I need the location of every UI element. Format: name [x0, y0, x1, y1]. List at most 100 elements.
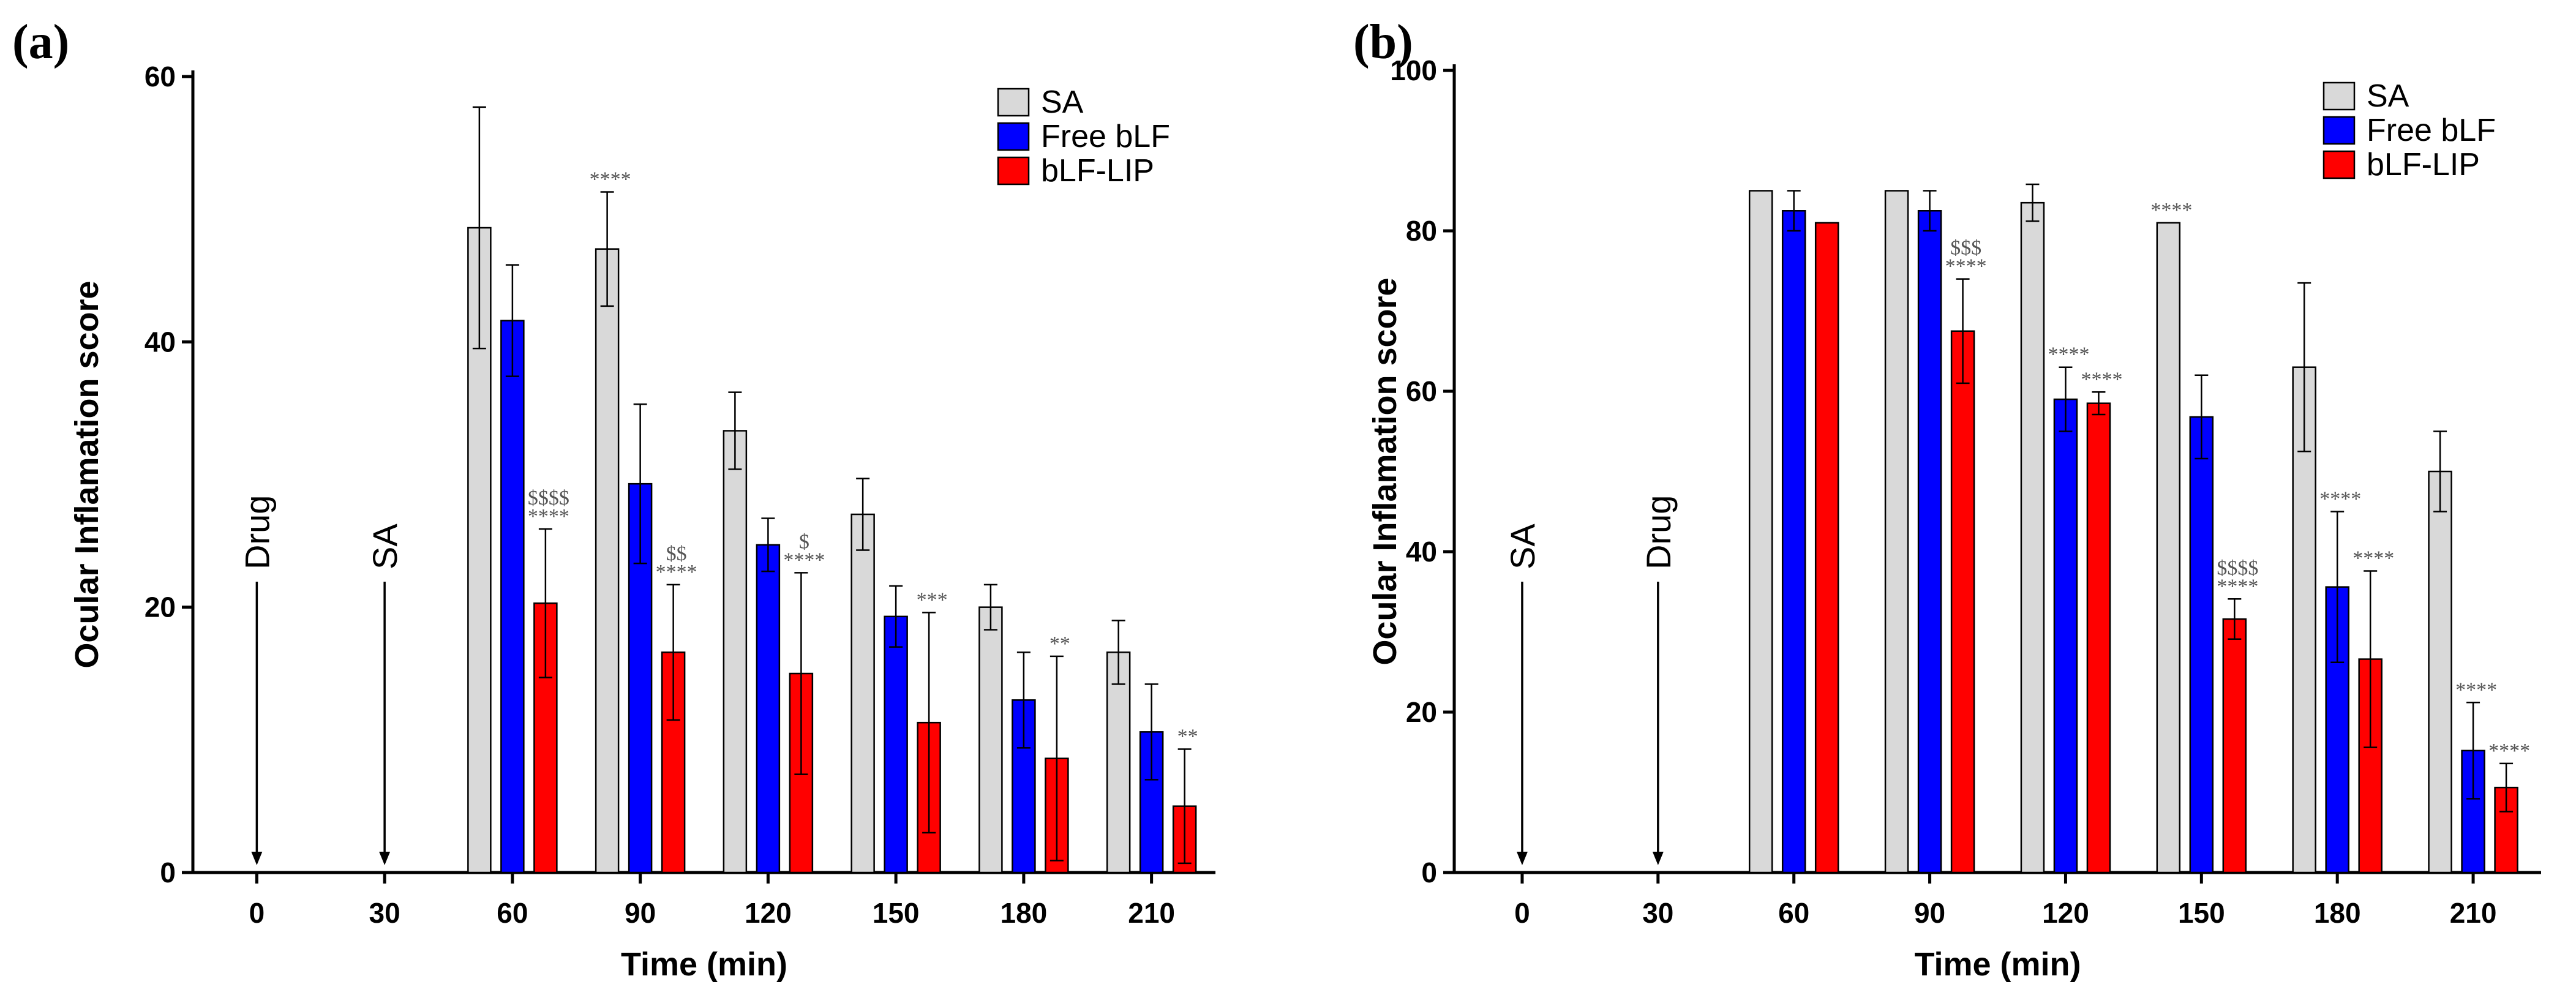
bar-blf-lip [2086, 402, 2111, 874]
x-tick-label: 90 [1914, 897, 1945, 929]
x-tick-label: 210 [1128, 897, 1175, 929]
bar-blf-lip [661, 651, 686, 874]
y-tick-label: 40 [145, 326, 176, 358]
bar-free-blf [1917, 210, 1942, 874]
chart-panel-a: (a) 0 20 40 60 0 30 60 90 120 150 180 210 Time (min) O… [12, 15, 1215, 983]
significance-label: $$$$ [528, 487, 569, 509]
legend-label: Free bLF [2367, 113, 2496, 148]
x-tick-label: 30 [1642, 897, 1673, 929]
event-label: SA [1503, 524, 1542, 569]
y-tick-label: 20 [1406, 696, 1437, 728]
bar-sa [1106, 651, 1131, 874]
y-axis-title: Ocular Inflamation score [69, 280, 105, 668]
bar-sa [2428, 470, 2452, 874]
significance-label: ** [1177, 726, 1198, 748]
x-tick-label: 90 [625, 897, 656, 929]
significance-label: *** [917, 588, 948, 611]
bar-sa [1884, 190, 1909, 874]
bar-sa [595, 248, 620, 874]
event-label: Drug [1639, 495, 1678, 569]
y-tick-label: 80 [1406, 215, 1437, 247]
significance-label: $$$$ [2217, 557, 2258, 579]
legend-label: bLF-LIP [2367, 147, 2480, 182]
x-tick-label: 180 [2314, 897, 2361, 929]
bar-sa [2156, 222, 2181, 874]
legend-swatch [2323, 150, 2356, 179]
bar-free-blf [2053, 398, 2078, 874]
y-tick-label: 0 [1421, 857, 1437, 888]
x-tick-label: 120 [745, 897, 792, 929]
bar-blf-lip [2222, 618, 2247, 874]
x-axis-title: Time (min) [1914, 946, 2081, 983]
x-tick-label: 150 [2178, 897, 2225, 929]
x-tick-label: 0 [249, 897, 265, 929]
legend-label: SA [2367, 78, 2409, 114]
y-tick-label: 40 [1406, 536, 1437, 568]
bar-free-blf [2189, 416, 2214, 874]
significance-label: **** [1945, 255, 1987, 278]
event-label: Drug [238, 495, 276, 569]
event-arrow-head [1652, 852, 1664, 865]
significance-label: $ [799, 530, 809, 553]
legend-label: bLF-LIP [1041, 153, 1154, 189]
bar-sa [978, 606, 1003, 874]
bar-sa [1748, 190, 1773, 874]
significance-label: ** [1050, 633, 1070, 655]
significance-label: **** [590, 168, 631, 191]
panel-label: (b) [1353, 15, 1413, 69]
significance-label: $$$ [1950, 237, 1981, 260]
x-tick-label: 150 [873, 897, 920, 929]
panel-label: (a) [12, 15, 69, 69]
significance-label: **** [2319, 488, 2361, 511]
chart-panel-b: (b) 0 20 40 60 80 100 0 30 60 90 120 150 180 210 Time (… [1353, 15, 2541, 983]
y-axis-title: Ocular Inflamation score [1367, 277, 1403, 665]
significance-label: $$ [666, 542, 687, 565]
y-tick-label: 60 [145, 61, 176, 92]
bar-free-blf [884, 615, 908, 874]
bar-sa [467, 227, 492, 874]
significance-label: **** [2353, 547, 2394, 569]
x-tick-label: 60 [497, 897, 528, 929]
y-tick-label: 0 [160, 857, 176, 888]
event-arrow-head [251, 852, 263, 865]
bar-free-blf [1781, 210, 1806, 874]
x-axis-title: Time (min) [621, 946, 787, 983]
bar-free-blf [500, 320, 525, 874]
significance-label: **** [2081, 368, 2122, 391]
legend-swatch [997, 88, 1030, 117]
bar-sa [851, 513, 875, 874]
y-tick-label: 20 [145, 591, 176, 623]
y-tick-label: 100 [1390, 54, 1437, 86]
legend-swatch [997, 122, 1030, 151]
x-tick-label: 210 [2450, 897, 2497, 929]
legend-swatch [2323, 116, 2356, 145]
legend-swatch [2323, 81, 2356, 111]
significance-label: **** [2217, 575, 2258, 598]
legend-label: Free bLF [1041, 119, 1170, 154]
bar-blf-lip [1950, 330, 1975, 874]
y-tick-label: 60 [1406, 375, 1437, 407]
significance-label: **** [2150, 199, 2192, 222]
x-tick-label: 120 [2042, 897, 2089, 929]
x-tick-label: 30 [369, 897, 400, 929]
legend-label: SA [1041, 84, 1084, 120]
significance-label: **** [2455, 678, 2497, 701]
significance-label: **** [783, 549, 825, 571]
legend-swatch [997, 156, 1030, 186]
x-tick-label: 0 [1514, 897, 1530, 929]
bar-sa [2292, 366, 2316, 874]
significance-label: **** [528, 505, 569, 528]
event-arrow-head [379, 852, 391, 865]
significance-label: **** [2048, 343, 2089, 366]
bar-free-blf [756, 544, 781, 874]
x-tick-label: 60 [1778, 897, 1809, 929]
significance-label: **** [2488, 740, 2530, 762]
bar-sa [2020, 201, 2045, 874]
event-arrow-head [1516, 852, 1528, 865]
event-label: SA [366, 524, 404, 569]
bar-sa [723, 430, 748, 874]
significance-label: **** [656, 561, 697, 584]
bar-blf-lip [1814, 222, 1839, 874]
x-tick-label: 180 [1001, 897, 1048, 929]
